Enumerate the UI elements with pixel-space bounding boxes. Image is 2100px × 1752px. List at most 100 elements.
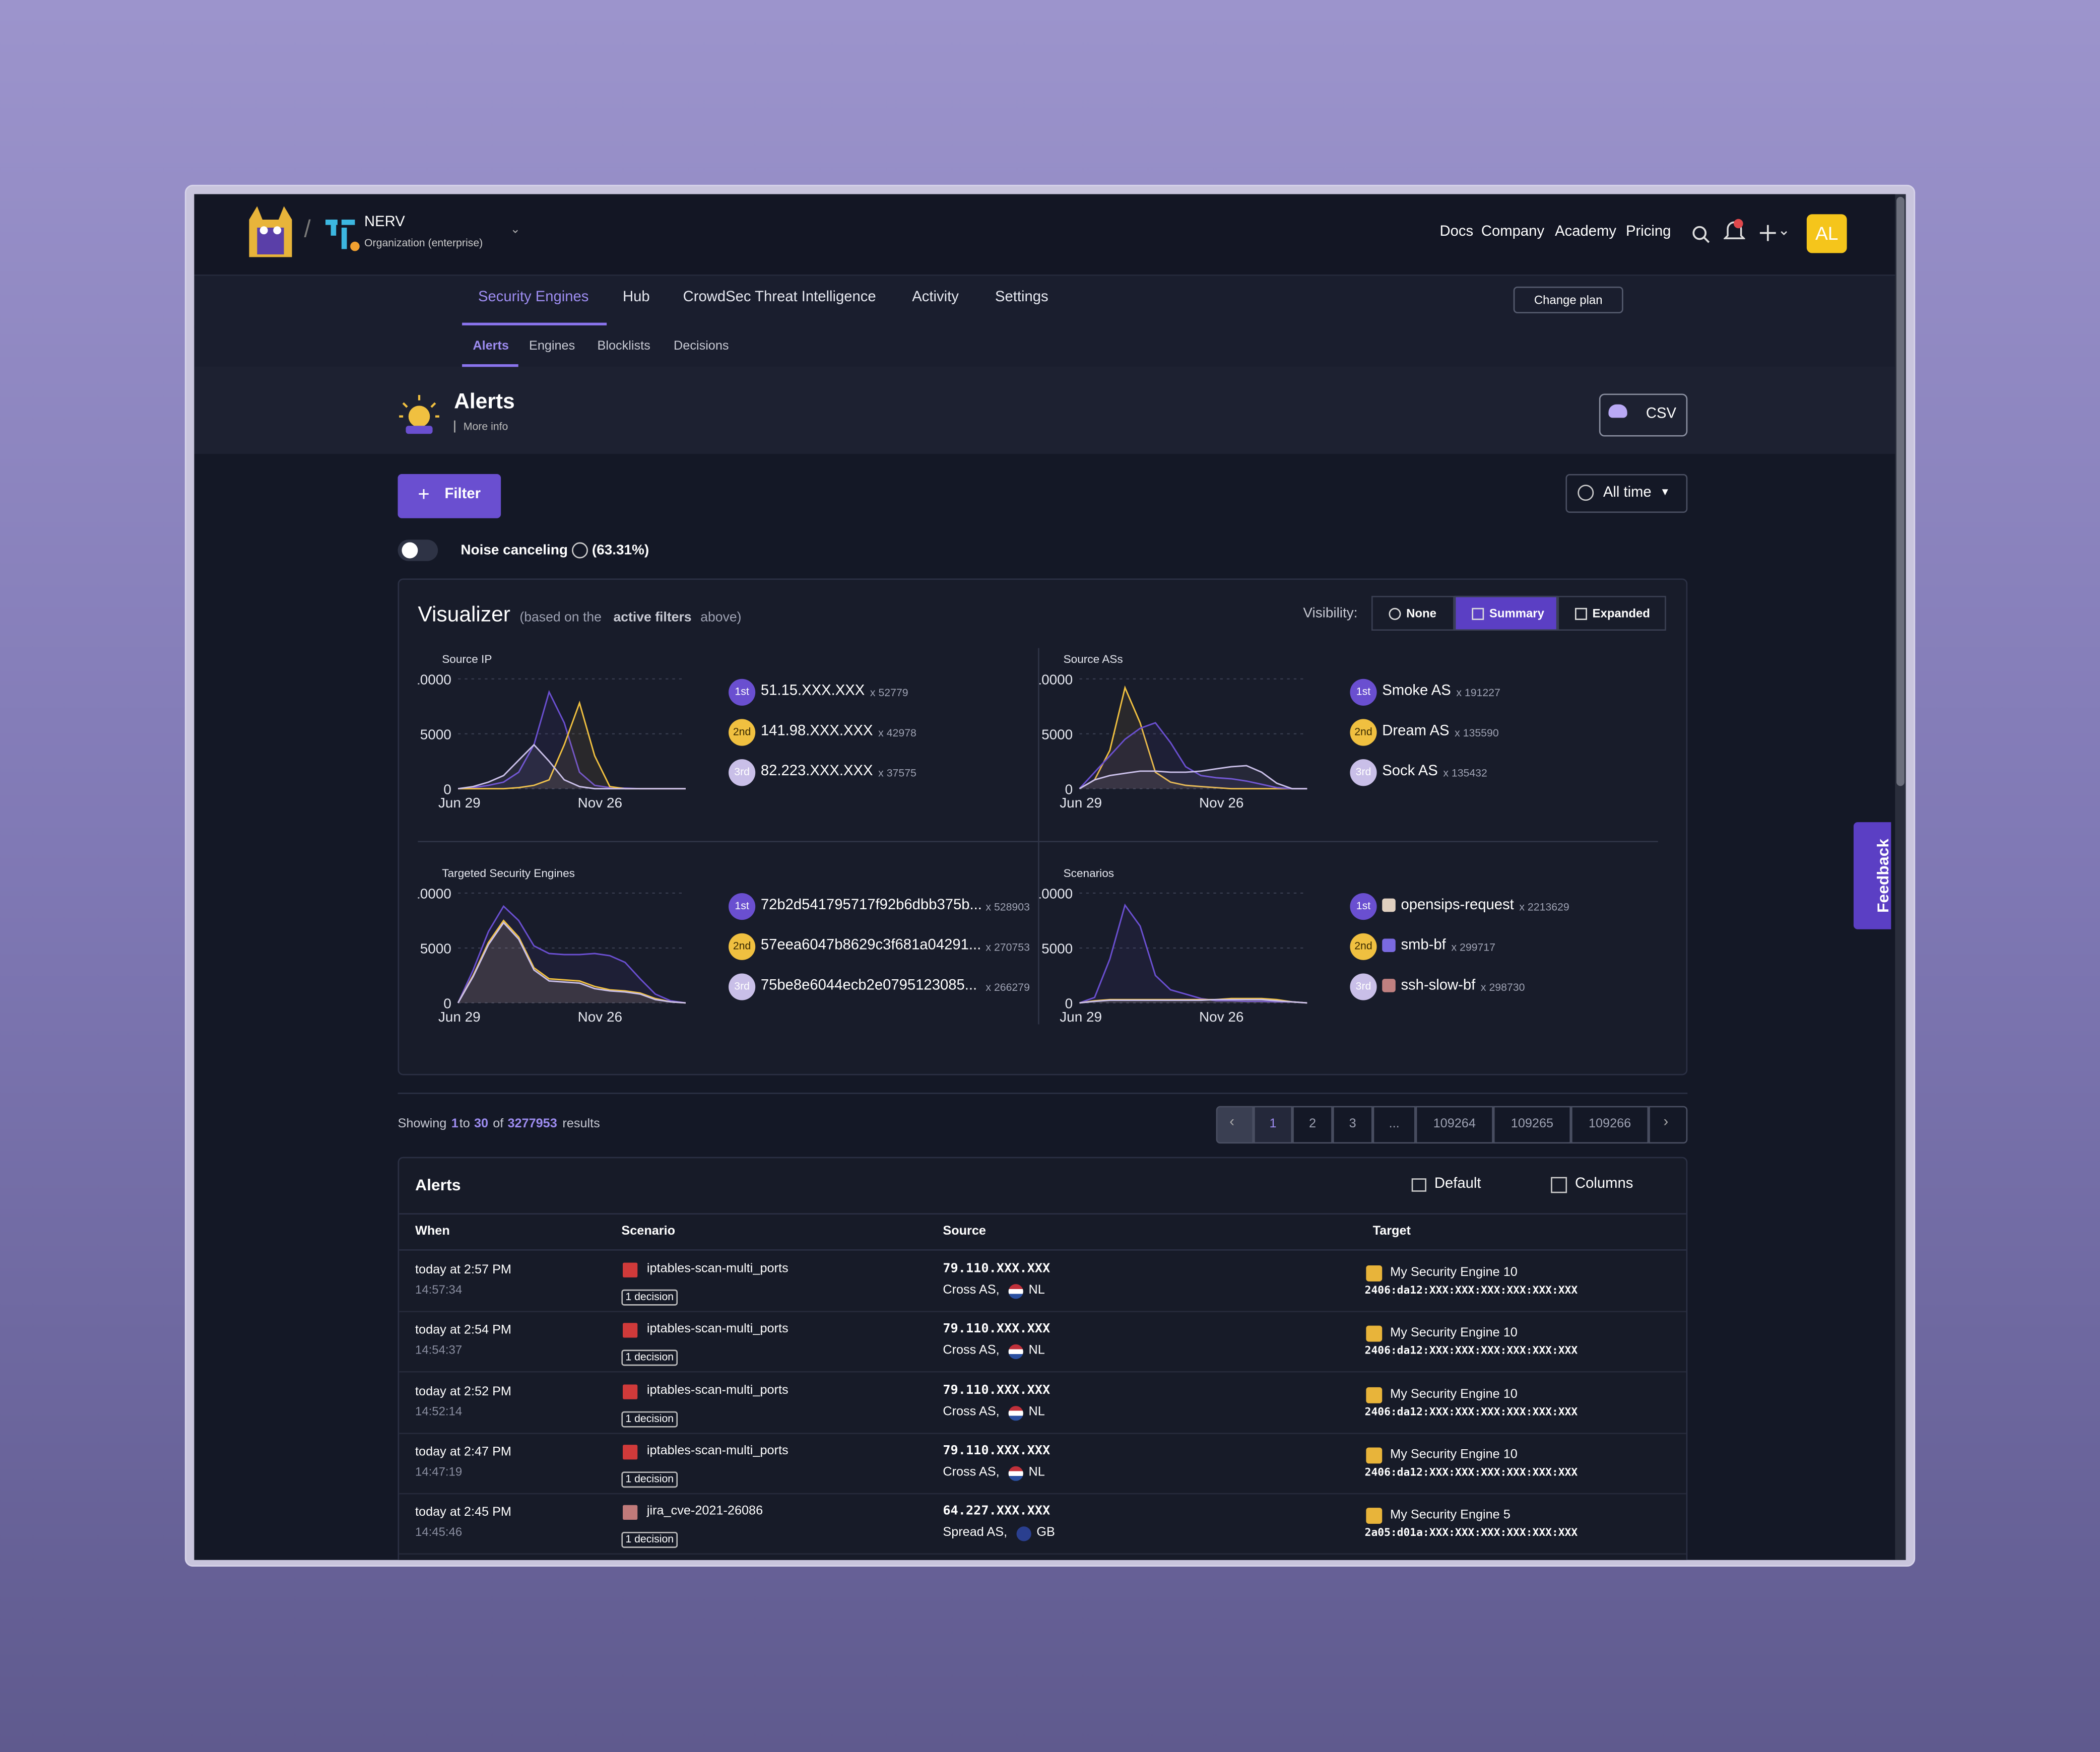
source-ip: 79.110.XXX.XXX	[943, 1322, 1051, 1337]
alert-when: today at 2:47 PM	[415, 1444, 511, 1459]
header-link[interactable]: Academy	[1555, 223, 1617, 240]
view-select[interactable]: Default	[1434, 1175, 1481, 1192]
page-prev-icon: ‹	[1229, 1114, 1234, 1130]
decision-badge: 1 decision	[621, 1410, 678, 1427]
target-name: My Security Engine 10	[1390, 1265, 1518, 1281]
header-link[interactable]: Company	[1481, 223, 1545, 240]
top-count: x 298730	[1480, 981, 1525, 994]
subnav-tab[interactable]: Blocklists	[597, 339, 650, 354]
page-next[interactable]	[1649, 1106, 1688, 1144]
results-text: 3277953	[507, 1116, 557, 1132]
row-divider	[399, 1493, 1686, 1494]
target-ip: 2a05:d01a:XXX:XXX:XXX:XXX:XXX:XXX	[1364, 1526, 1578, 1539]
country-flag	[1008, 1405, 1023, 1420]
column-header: When	[415, 1224, 450, 1239]
org-chevron: ⌄	[510, 222, 520, 236]
panel-title: Source IP	[442, 652, 492, 666]
top-name: ssh-slow-bf	[1401, 977, 1476, 994]
page-button[interactable]: 1	[1254, 1106, 1293, 1144]
engine-icon	[1366, 1265, 1383, 1282]
target-name: My Security Engine 10	[1390, 1386, 1518, 1401]
top-name: Dream AS	[1382, 723, 1450, 739]
panel-title: Scenarios	[1063, 866, 1114, 880]
header-link[interactable]: Docs	[1439, 223, 1474, 240]
nav-tab[interactable]: Settings	[995, 289, 1048, 306]
target-ip: 2406:da12:XXX:XXX:XXX:XXX:XXX:XXX	[1364, 1405, 1578, 1418]
nav-tab[interactable]: Hub	[623, 289, 650, 306]
decision-badge: 1 decision	[621, 1471, 678, 1488]
change-plan-button[interactable]: Change plan	[1513, 286, 1623, 314]
noise-label: Noise canceling	[461, 542, 568, 559]
engine-icon	[1366, 1447, 1383, 1463]
org-name: NERV	[364, 214, 405, 231]
search-icon[interactable]	[1691, 225, 1710, 244]
filter-button[interactable]	[398, 474, 501, 518]
page-prev[interactable]	[1216, 1106, 1254, 1144]
top-count: x 528903	[986, 901, 1030, 913]
engine-icon	[1366, 1326, 1383, 1342]
rank-badge: 1st	[1350, 679, 1377, 706]
top-name: 72b2d541795717f92b6dbb375b...	[760, 897, 982, 913]
time-caret: ▾	[1662, 485, 1668, 498]
view-icon	[1411, 1178, 1426, 1192]
panel-title: Targeted Security Engines	[442, 866, 575, 880]
target-name: My Security Engine 10	[1390, 1326, 1518, 1341]
clock-icon	[1578, 485, 1594, 501]
nav-tab[interactable]: CrowdSec Threat Intelligence	[683, 289, 876, 306]
top-count: x 266279	[986, 981, 1030, 994]
page-button[interactable]: 109265	[1493, 1106, 1571, 1144]
page-button[interactable]: ...	[1372, 1106, 1416, 1144]
add-icon[interactable]	[1759, 224, 1789, 242]
row-divider	[399, 1432, 1686, 1434]
feedback-tab[interactable]	[1853, 822, 1891, 929]
target-name: My Security Engine 5	[1390, 1508, 1511, 1523]
table-divider	[399, 1249, 1686, 1251]
feedback-label[interactable]: Feedback	[1873, 838, 1892, 913]
row-divider	[399, 1553, 1686, 1555]
visualizer-note: (based on the	[519, 611, 602, 626]
org-type: Organization (enterprise)	[364, 237, 483, 249]
visibility-option[interactable]	[1371, 595, 1455, 631]
subnav-tab[interactable]: Alerts	[473, 339, 509, 354]
visibility-option-label: Summary	[1489, 607, 1544, 620]
more-info[interactable]: More info	[454, 420, 508, 433]
top-name: Smoke AS	[1382, 683, 1451, 699]
subnav-tab[interactable]: Engines	[529, 339, 575, 354]
row-divider	[399, 1311, 1686, 1312]
top-count: x 135432	[1443, 767, 1487, 780]
visualizer-note-bold: active filters	[613, 611, 692, 626]
csv-button[interactable]	[1599, 393, 1688, 437]
top-name: Sock AS	[1382, 763, 1438, 780]
alert-when: today at 2:45 PM	[415, 1505, 511, 1520]
column-header: Source	[943, 1224, 986, 1239]
visibility-option-label: Expanded	[1592, 607, 1650, 620]
bell-icon[interactable]	[1724, 218, 1745, 242]
columns-select[interactable]: Columns	[1574, 1175, 1633, 1192]
page-button[interactable]: 109264	[1415, 1106, 1493, 1144]
results-text: 30	[474, 1116, 489, 1132]
nav-tab[interactable]: Activity	[912, 289, 959, 306]
time-button[interactable]	[1565, 474, 1688, 513]
rank-badge: 2nd	[729, 719, 756, 746]
page-button[interactable]: 109266	[1571, 1106, 1649, 1144]
page-button[interactable]: 2	[1292, 1106, 1333, 1144]
visualizer-box	[398, 578, 1688, 1075]
rank-badge: 2nd	[1350, 933, 1377, 960]
visibility-option[interactable]	[1557, 595, 1666, 631]
source-as: Cross AS,	[943, 1283, 1000, 1298]
nav-bar	[194, 274, 1895, 328]
avatar[interactable]: AL	[1806, 214, 1847, 253]
alert-when: today at 2:57 PM	[415, 1262, 511, 1277]
rank-badge: 3rd	[1350, 973, 1377, 1000]
subnav-tab[interactable]: Decisions	[674, 339, 729, 354]
alert-time: 14:54:37	[415, 1343, 463, 1357]
top-name: 57eea6047b8629c3f681a04291...	[760, 937, 981, 954]
top-name: 141.98.XXX.XXX	[760, 723, 873, 739]
top-name: 82.223.XXX.XXX	[760, 763, 873, 780]
header-link[interactable]: Pricing	[1626, 223, 1671, 240]
page-button[interactable]: 3	[1332, 1106, 1373, 1144]
visibility-option[interactable]	[1454, 595, 1558, 631]
engine-icon	[1366, 1508, 1383, 1524]
nav-tab[interactable]: Security Engines	[478, 289, 589, 306]
